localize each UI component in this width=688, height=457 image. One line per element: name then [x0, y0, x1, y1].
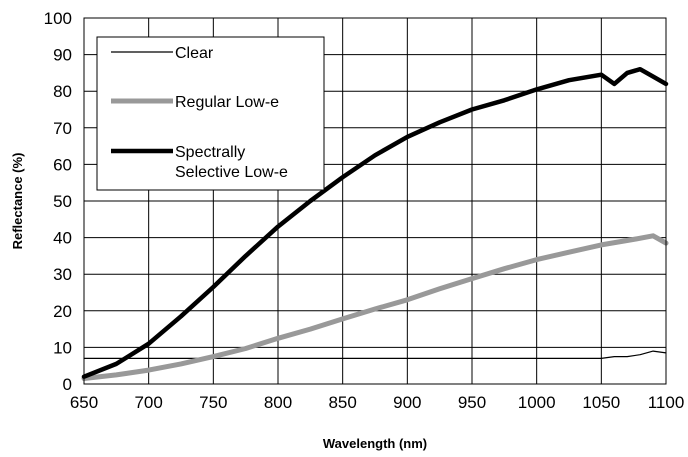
y-tick-label: 50: [53, 192, 72, 211]
series-line-1: [81, 233, 669, 381]
x-tick-label: 1050: [582, 393, 620, 412]
legend-label: Clear: [175, 45, 214, 62]
y-tick-label: 80: [53, 82, 72, 101]
y-tick-label: 70: [53, 119, 72, 138]
x-tick-label: 1100: [648, 393, 685, 412]
legend: Clear Regular Low-e Spectrally Selective Lo…: [96, 36, 325, 191]
series-line-0: [83, 350, 667, 359]
legend-box: [96, 36, 325, 191]
x-tick-label: 1000: [518, 393, 556, 412]
x-tick-label: 650: [70, 393, 98, 412]
y-tick-label: 40: [53, 229, 72, 248]
x-tick-labels: 650 700 750 800 850 900 950 1000 1050 1100: [70, 393, 684, 412]
legend-label: Spectrally Selective Low-e: [175, 144, 288, 181]
x-tick-label: 800: [264, 393, 292, 412]
y-tick-label: 10: [53, 338, 72, 357]
x-tick-label: 750: [199, 393, 227, 412]
y-tick-label: 30: [53, 265, 72, 284]
legend-label: Regular Low-e: [175, 94, 279, 111]
y-tick-label: 60: [53, 155, 72, 174]
x-tick-label: 850: [328, 393, 356, 412]
y-tick-label: 100: [44, 9, 72, 28]
y-tick-label: 0: [63, 375, 72, 394]
plot-frame: [83, 17, 667, 385]
x-tick-label: 900: [393, 393, 421, 412]
x-tick-label: 700: [134, 393, 162, 412]
plot-lines: [81, 66, 669, 381]
series-line-2: [81, 66, 669, 379]
x-axis-title: Wavelength (nm): [323, 436, 427, 451]
y-tick-label: 90: [53, 46, 72, 65]
y-axis-title: Reflectance (%): [10, 153, 25, 250]
x-tick-label: 950: [458, 393, 486, 412]
y-tick-labels: 0 10 20 30 40 50 60 70 80 90 100: [44, 9, 72, 394]
y-tick-label: 20: [53, 302, 72, 321]
